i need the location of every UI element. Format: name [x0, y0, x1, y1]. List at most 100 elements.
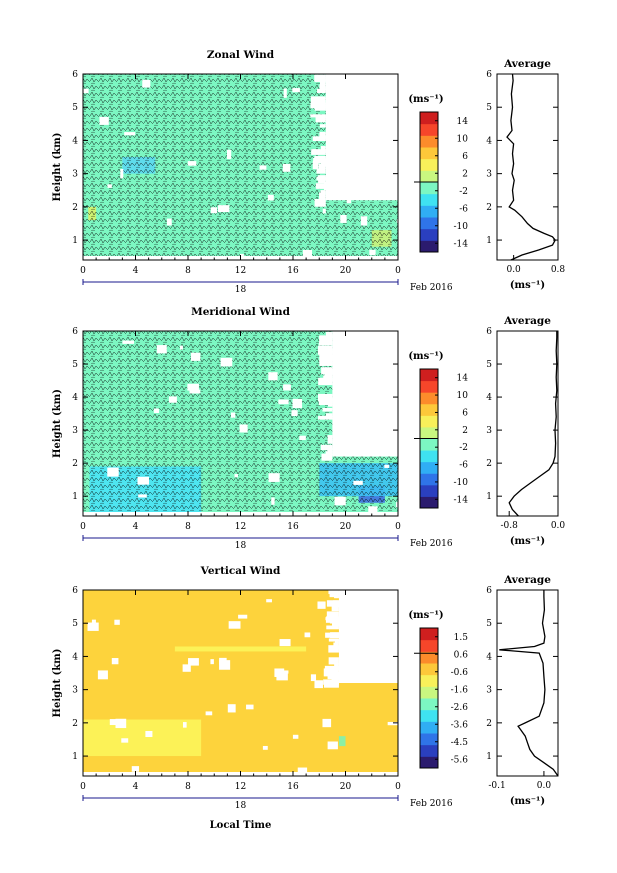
y-tick-label: 5 [72, 360, 78, 370]
y-tick-label: 4 [72, 136, 78, 146]
day-label: 18 [235, 285, 247, 295]
data-gap-edge [326, 611, 339, 618]
data-gap-edge [318, 415, 333, 420]
data-gap-cell [281, 670, 289, 674]
data-gap-edge [323, 668, 339, 677]
data-gap-cell [137, 476, 150, 485]
average-y-tick-label: 6 [486, 70, 492, 80]
data-gap-edge [325, 451, 333, 456]
average-profile-line [508, 331, 558, 517]
data-gap-cell [91, 619, 96, 625]
data-gap-cell [190, 352, 201, 361]
data-gap-edge [323, 681, 339, 688]
heatmap-patch [338, 736, 346, 747]
data-gap-cell [291, 410, 298, 416]
colorbar-segment [420, 228, 438, 241]
colorbar-tick-label: -5.6 [451, 755, 469, 765]
x-tick-label: 0 [395, 266, 401, 276]
data-gap-cell [142, 79, 151, 88]
colorbar-segment [420, 182, 438, 195]
average-y-tick-label: 2 [486, 203, 492, 213]
y-tick-label: 4 [72, 393, 78, 403]
data-gap-edge [317, 345, 333, 353]
average-y-tick-label: 3 [486, 686, 492, 696]
x-tick-label: 0 [395, 522, 401, 532]
data-gap-cell [107, 467, 119, 477]
data-gap-edge [320, 146, 326, 153]
data-gap-cell [238, 614, 248, 619]
data-gap-edge [318, 115, 326, 121]
data-gap-cell [373, 109, 378, 117]
data-gap-edge [325, 616, 339, 623]
colorbar-segment [420, 380, 438, 393]
data-gap-edge [322, 407, 333, 412]
colorbar-tick-label: 14 [457, 374, 469, 384]
colorbar-frame [419, 627, 439, 769]
data-gap-edge [332, 602, 339, 608]
colorbar-segment [420, 639, 438, 652]
y-tick-label: 2 [72, 719, 78, 729]
data-gap-edge [334, 639, 339, 644]
data-gap-edge [328, 638, 339, 642]
data-gap-cell [396, 502, 403, 508]
data-gap-cell [299, 435, 306, 441]
average-y-tick-label: 1 [486, 492, 492, 502]
data-gap-cell [246, 704, 254, 710]
colorbar-tick-label: 6 [462, 152, 468, 162]
data-gap-edge [313, 157, 326, 164]
data-gap-edge [320, 350, 333, 358]
data-gap-edge [325, 354, 333, 361]
colorbar-tick-label: -2.6 [451, 703, 469, 713]
data-gap-cell [327, 741, 338, 750]
data-gap-cell [97, 670, 108, 680]
x-tick-label: 8 [185, 782, 191, 792]
data-gap-cell [228, 621, 241, 629]
data-gap-cell [368, 174, 380, 183]
average-y-tick-label: 3 [486, 170, 492, 180]
data-gap-cell [208, 512, 218, 522]
x-tick-label: 4 [133, 782, 139, 792]
data-gap-cell [283, 384, 291, 391]
colorbar-tick-label: -2 [459, 187, 468, 197]
panel-title: Vertical Wind [200, 565, 281, 577]
x-tick-label: 0 [80, 266, 86, 276]
data-gap-cell [354, 654, 367, 660]
data-gap-edge [321, 86, 326, 91]
x-tick-label: 4 [133, 522, 139, 532]
data-gap-edge [312, 136, 326, 142]
colorbar-tick-label: 10 [457, 134, 469, 144]
colorbar-segment [420, 686, 438, 699]
colorbar-segment [420, 426, 438, 439]
data-gap-cell [268, 372, 278, 381]
colorbar-tick-label: 14 [457, 117, 469, 127]
data-gap-cell [107, 184, 112, 188]
average-y-tick-label: 4 [486, 652, 492, 662]
x-tick-label: 20 [340, 522, 352, 532]
data-gap-cell [266, 599, 272, 603]
colorbar-tick-label: 1.5 [454, 633, 469, 643]
data-gap-edge [319, 361, 333, 366]
colorbar-segment [420, 217, 438, 230]
y-tick-label: 6 [72, 327, 78, 337]
data-gap-cell [234, 474, 238, 478]
data-gap-cell [205, 711, 213, 716]
data-gap-cell [323, 181, 330, 191]
colorbar-segment [420, 392, 438, 405]
data-gap-cell [346, 198, 352, 204]
data-gap-cell [334, 496, 346, 506]
data-gap-cell [357, 411, 369, 417]
average-title: Average [503, 315, 551, 327]
data-gap [332, 331, 398, 457]
colorbar-tick-label: 10 [457, 391, 469, 401]
data-gap-cell [372, 423, 384, 430]
day-label: 18 [235, 801, 247, 811]
data-gap-cell [99, 116, 109, 125]
data-gap-edge [318, 397, 333, 406]
colorbar-segment [420, 112, 438, 125]
data-gap-edge [324, 665, 339, 671]
x-tick-label: 0 [80, 522, 86, 532]
data-gap-edge [334, 663, 339, 670]
data-gap-cell [121, 738, 129, 743]
y-tick-label: 1 [72, 492, 78, 502]
data-gap-cell [314, 680, 323, 689]
